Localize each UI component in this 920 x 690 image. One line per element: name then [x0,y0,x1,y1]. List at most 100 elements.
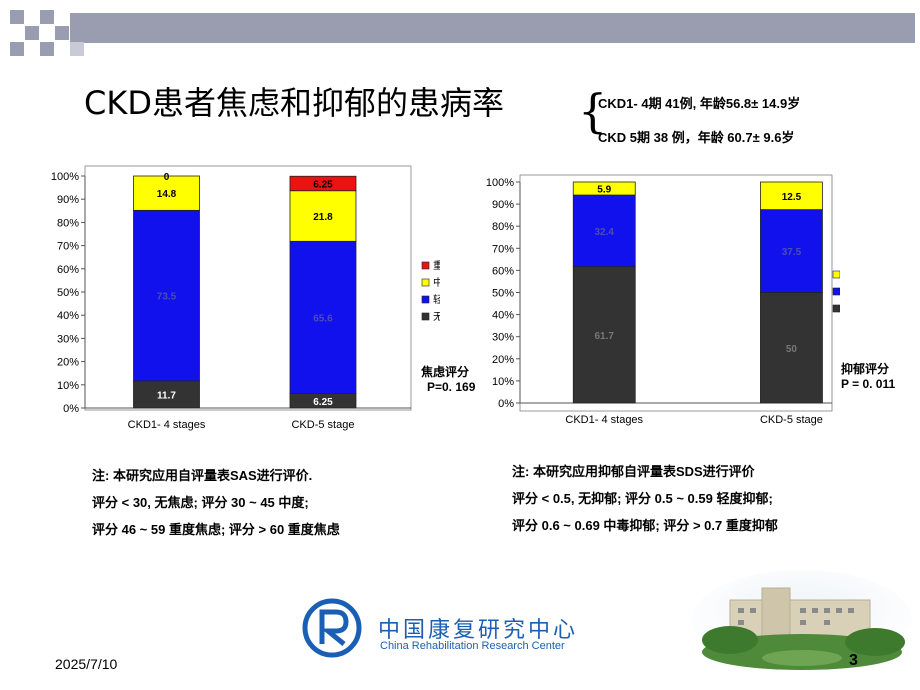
y-tick-label: 20% [57,357,79,369]
bar-segment [760,181,823,211]
decor-square [40,42,54,56]
depression-p-value: P = 0. 011 [841,377,896,391]
decor-square [25,26,39,40]
x-tick-label: CKD-5 stage [291,419,354,431]
header-band [70,13,915,43]
bar-segment [572,194,636,268]
legend-label: 轻度焦虑 [433,293,440,306]
decor-square [70,42,84,56]
building-photo [692,570,912,670]
anxiety-chart: 0% 10% 20% 30% 40% 50% 60% 70% 80% 90% 100% 11.7 73… [51,165,440,431]
bar-segment [760,292,823,404]
depression-score-label: 抑郁评分 [841,362,890,376]
data-label: 6.25 [313,179,333,190]
y-tick-label: 100% [486,177,514,189]
x-axis-labels: CKD1- 4 stages CKD-5 stage [128,419,355,431]
data-label: 37.5 [782,247,802,258]
y-tick-label: 50% [57,287,79,299]
y-tick-label: 60% [57,264,79,276]
legend-label: 重度焦虑 [433,259,440,272]
data-label: 73.5 [157,292,177,303]
legend-swatch [832,270,840,279]
data-label: 14.8 [157,189,177,200]
bars: 11.7 73.5 14.8 0 6.25 65.6 21.8 6.25 [133,172,357,409]
data-label: 0 [164,172,170,183]
decor-square [10,42,24,56]
data-label: 6.25 [313,397,333,408]
y-tick-label: 80% [492,221,514,233]
bar-segment [760,209,823,293]
logo-chinese-name: 中国康复研究中心 [378,618,579,643]
brace-symbol: { [578,84,608,138]
info-line-ckd5: CKD 5期 38 例，年龄 60.7± 9.6岁 [598,130,795,145]
data-label: 11.7 [157,390,176,401]
x-tick-label: CKD1- 4 stages [565,414,643,426]
x-tick-label: CKD-5 stage [760,414,823,426]
depression-note-line1: 注: 本研究应用抑郁自评量表SDS进行评价 [512,464,755,479]
bar-segment [572,181,636,196]
decor-square [55,26,69,40]
bar-segment [133,380,200,409]
y-tick-label: 30% [492,332,514,344]
anxiety-score-label: 焦虑评分 [421,365,470,379]
x-axis-labels: CKD1- 4 stages CKD-5 stage [565,414,823,426]
y-tick-label: 10% [57,380,79,392]
y-tick-label: 90% [492,199,514,211]
y-tick-label: 0% [63,403,79,415]
bar-segment [133,175,200,211]
logo-english-name: China Rehabilitation Research Center [380,640,565,652]
decor-square [40,10,54,24]
data-label: 5.9 [597,185,611,196]
y-tick-label: 20% [492,354,514,366]
bar-segment [289,190,357,242]
data-label: 12.5 [782,192,802,203]
legend-swatch [421,278,430,287]
y-tick-label: 50% [492,288,514,300]
anxiety-note: 注: 本研究应用自评量表SAS进行评价. 评分 < 30, 无焦虑; 评分 30… [92,462,340,543]
page-number: 3 [849,652,858,669]
legend-swatch [421,261,430,270]
legend-swatch [832,287,840,296]
legend-label: 无焦虑 [433,310,440,323]
anxiety-p-value: P=0. 169 [427,380,476,394]
y-tick-label: 10% [492,376,514,388]
decor-square [10,10,24,24]
bar-segment [572,266,636,404]
anxiety-note-line3: 评分 46 ~ 59 重度焦虑; 评分 > 60 重度焦虑 [92,522,340,537]
y-tick-label: 60% [492,265,514,277]
legend: 中度抑郁轻度抑郁无抑郁 [832,270,840,313]
legend-label: 中度焦虑 [433,276,440,289]
bars: 61.7 32.4 5.9 50 37.5 12.5 [572,181,823,404]
depression-note: 注: 本研究应用抑郁自评量表SDS进行评价 评分 < 0.5, 无抑郁; 评分 … [512,458,778,539]
bar-segment [133,209,200,382]
legend-swatch [421,312,430,321]
data-label: 65.6 [313,313,333,324]
bar-segment [289,175,357,192]
crrc-logo-icon [302,598,362,658]
data-label: 32.4 [595,227,615,238]
y-tick-label: 70% [492,243,514,255]
y-tick-label: 0% [498,398,514,410]
legend-swatch [832,304,840,313]
depression-note-line2: 评分 < 0.5, 无抑郁; 评分 0.5 ~ 0.59 轻度抑郁; [512,491,773,506]
legend-swatch [421,295,430,304]
y-tick-label: 80% [57,217,79,229]
slide-title: CKD患者焦虑和抑郁的患病率 [84,84,504,122]
data-label: 21.8 [313,212,333,223]
data-label: 61.7 [595,331,615,342]
footer-date: 2025/7/10 [55,656,118,672]
y-tick-label: 70% [57,241,79,253]
depression-note-line3: 评分 0.6 ~ 0.69 中毒抑郁; 评分 > 0.7 重度抑郁 [512,518,778,533]
y-tick-label: 40% [492,310,514,322]
y-tick-label: 30% [57,333,79,345]
y-tick-label: 40% [57,310,79,322]
info-line-ckd1-4: CKD1- 4期 41例, 年龄56.8± 14.9岁 [598,96,801,111]
y-tick-label: 90% [57,194,79,206]
legend: 重度焦虑中度焦虑轻度焦虑无焦虑 [421,259,440,323]
anxiety-note-line2: 评分 < 30, 无焦虑; 评分 30 ~ 45 中度; [92,495,309,510]
depression-chart: 0% 10% 20% 30% 40% 50% 60% 70% 80% 90% 100% 61.7 32… [486,174,840,426]
anxiety-note-line1: 注: 本研究应用自评量表SAS进行评价. [92,468,313,483]
y-tick-label: 100% [51,171,79,183]
data-label: 50 [786,344,798,355]
x-tick-label: CKD1- 4 stages [128,419,206,431]
